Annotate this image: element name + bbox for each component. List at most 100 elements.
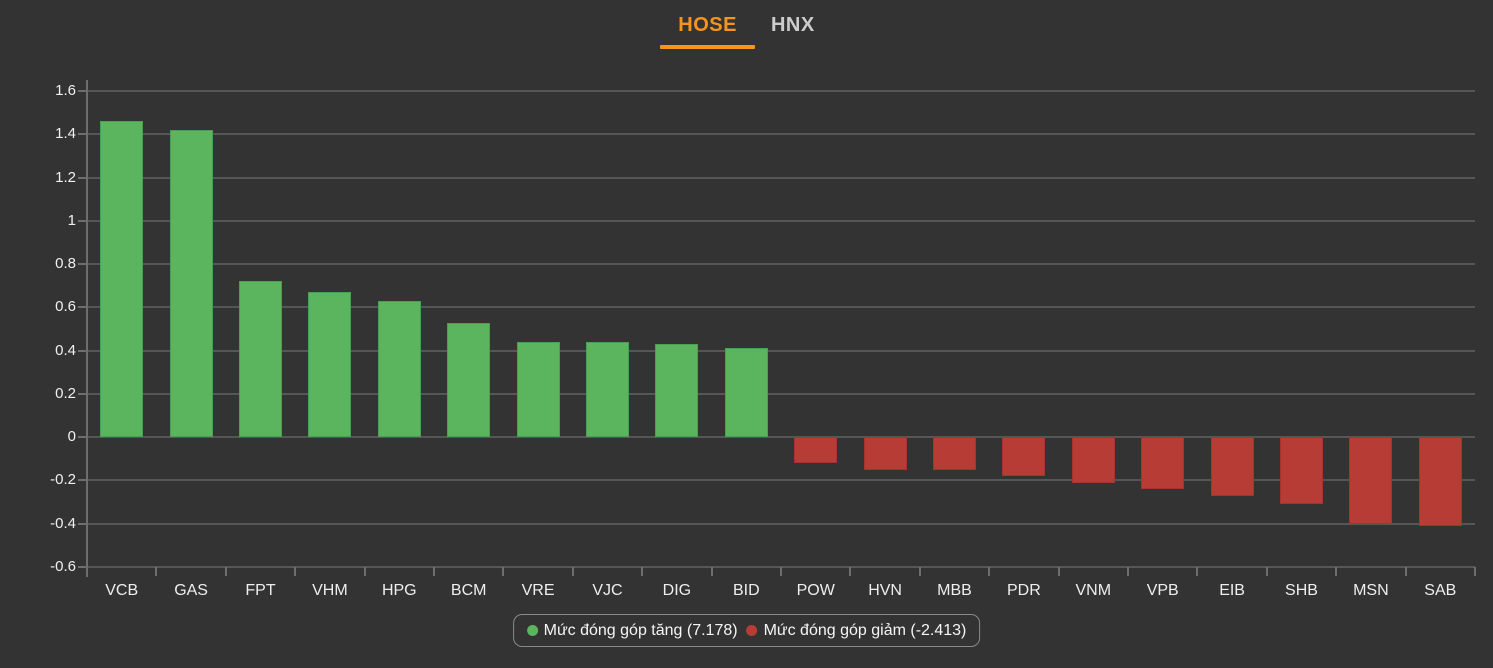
y-axis-tick bbox=[78, 436, 87, 439]
tab-hose[interactable]: HOSE bbox=[660, 12, 755, 49]
bar-dig[interactable] bbox=[655, 344, 699, 438]
x-label-eib: EIB bbox=[1219, 582, 1245, 599]
y-axis-label: 0.6 bbox=[55, 298, 76, 316]
x-label-pow: POW bbox=[796, 582, 835, 599]
x-axis-tick bbox=[1404, 567, 1407, 576]
bar-bid[interactable] bbox=[724, 348, 768, 438]
y-axis-tick bbox=[78, 90, 87, 92]
legend-increase-label: Mức đóng góp tăng (7.178) bbox=[543, 621, 738, 639]
gridline-0.8 bbox=[87, 263, 1475, 266]
y-axis-label: 0 bbox=[67, 428, 76, 446]
chart-legend: Mức đóng góp tăng (7.178) Mức đóng góp g… bbox=[512, 614, 981, 647]
y-axis-tick bbox=[78, 219, 87, 222]
x-axis-tick bbox=[988, 567, 991, 576]
increase-dot-icon bbox=[526, 625, 538, 636]
bar-vjc[interactable] bbox=[586, 341, 629, 438]
y-axis-label: 1.2 bbox=[55, 168, 76, 186]
bar-fpt[interactable] bbox=[239, 281, 282, 438]
y-axis-label: 1.4 bbox=[55, 125, 76, 143]
x-label-sab: SAB bbox=[1424, 582, 1457, 599]
gridline-0 bbox=[87, 436, 1475, 439]
gridline-0.2 bbox=[87, 392, 1475, 395]
y-axis-tick bbox=[78, 479, 87, 482]
bar-pdr[interactable] bbox=[1002, 437, 1046, 477]
tab-hose-label: HOSE bbox=[678, 14, 737, 36]
x-axis-tick bbox=[1265, 567, 1268, 576]
x-axis-tick bbox=[849, 567, 852, 576]
y-axis-label: -0.2 bbox=[50, 471, 76, 489]
gridline-1.6 bbox=[87, 90, 1475, 92]
x-axis-tick bbox=[1335, 567, 1338, 576]
x-label-bcm: BCM bbox=[450, 582, 487, 599]
gridline--0.2 bbox=[87, 479, 1475, 482]
bar-shb[interactable] bbox=[1280, 437, 1323, 505]
x-label-fpt: FPT bbox=[245, 582, 276, 599]
x-axis-tick bbox=[224, 567, 227, 576]
x-axis-tick bbox=[1057, 567, 1060, 576]
legend-item-increase[interactable]: Mức đóng góp tăng (7.178) bbox=[526, 621, 738, 640]
tab-hose-underline bbox=[660, 45, 755, 49]
bar-mbb[interactable] bbox=[933, 437, 976, 470]
gridline-0.6 bbox=[87, 306, 1475, 309]
x-label-mbb: MBB bbox=[937, 582, 972, 599]
x-label-vpb: VPB bbox=[1146, 582, 1179, 599]
x-label-gas: GAS bbox=[174, 582, 208, 599]
x-label-hvn: HVN bbox=[868, 582, 902, 599]
legend-decrease-label: Mức đóng góp giảm (-2.413) bbox=[763, 621, 967, 639]
x-label-vnm: VNM bbox=[1075, 582, 1112, 599]
x-label-hpg: HPG bbox=[381, 582, 417, 599]
y-axis-tick bbox=[78, 522, 87, 525]
x-axis-tick bbox=[710, 567, 713, 576]
x-axis-tick bbox=[433, 567, 435, 576]
y-axis-line bbox=[86, 80, 88, 577]
bar-vnm[interactable] bbox=[1071, 437, 1115, 483]
tab-hnx[interactable]: HNX bbox=[771, 12, 815, 49]
bar-bcm[interactable] bbox=[447, 322, 491, 438]
bar-pow[interactable] bbox=[794, 437, 838, 464]
y-axis-tick bbox=[78, 263, 87, 266]
y-axis-tick bbox=[78, 176, 87, 179]
y-axis-label: -0.6 bbox=[50, 558, 76, 575]
bar-msn[interactable] bbox=[1349, 437, 1393, 524]
tab-hnx-label: HNX bbox=[770, 14, 815, 36]
y-axis-tick bbox=[78, 392, 87, 395]
x-axis-tick bbox=[1196, 567, 1199, 576]
x-label-vhm: VHM bbox=[312, 582, 348, 599]
y-axis-label: 0.2 bbox=[55, 384, 76, 402]
decrease-dot-icon bbox=[746, 625, 758, 636]
y-axis-label: 1 bbox=[67, 211, 76, 229]
x-label-msn: MSN bbox=[1353, 582, 1389, 599]
y-axis-label: 1.6 bbox=[55, 82, 76, 99]
x-axis-tick bbox=[780, 567, 782, 576]
bar-sab[interactable] bbox=[1418, 437, 1462, 526]
x-axis-tick bbox=[502, 567, 505, 576]
x-axis-tick bbox=[571, 567, 574, 576]
y-axis-label: 0.8 bbox=[55, 255, 76, 273]
x-axis-tick bbox=[918, 567, 921, 576]
x-axis-tick bbox=[1127, 567, 1129, 576]
x-label-vjc: VJC bbox=[592, 582, 623, 599]
x-label-dig: DIG bbox=[662, 582, 692, 599]
x-label-shb: SHB bbox=[1285, 582, 1318, 599]
y-axis-label: 0.4 bbox=[55, 341, 76, 359]
bar-eib[interactable] bbox=[1210, 437, 1254, 496]
bar-hvn[interactable] bbox=[863, 437, 907, 470]
y-axis-tick bbox=[78, 566, 87, 568]
bar-vpb[interactable] bbox=[1141, 437, 1185, 490]
x-axis-tick bbox=[641, 567, 644, 576]
x-label-vre: VRE bbox=[521, 582, 555, 599]
y-axis-tick bbox=[78, 306, 87, 309]
tab-bar: HOSE HNX bbox=[0, 12, 1493, 49]
bar-vre[interactable] bbox=[516, 341, 560, 438]
gridline--0.4 bbox=[87, 522, 1475, 525]
bar-vcb[interactable] bbox=[100, 121, 144, 438]
y-axis-tick bbox=[78, 349, 87, 352]
x-axis-tick bbox=[1474, 567, 1476, 576]
bar-hpg[interactable] bbox=[377, 300, 421, 438]
y-axis-label: -0.4 bbox=[50, 514, 76, 532]
legend-item-decrease[interactable]: Mức đóng góp giảm (-2.413) bbox=[746, 621, 967, 640]
bar-vhm[interactable] bbox=[308, 292, 352, 438]
x-axis-tick bbox=[363, 567, 366, 576]
bar-gas[interactable] bbox=[169, 129, 213, 438]
